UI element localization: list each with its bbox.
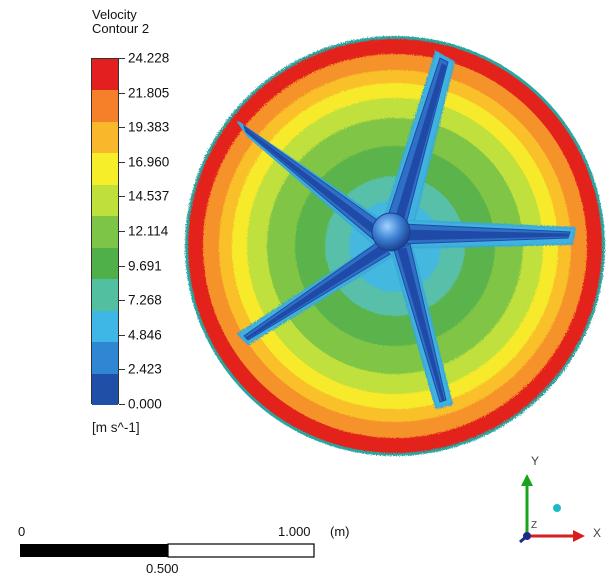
color-bar-tick-mark [119,300,125,302]
color-bar-band [92,184,118,217]
color-bar-band [92,153,118,186]
color-bar-tick-label: 16.960 [128,154,170,170]
color-bar-tick-label: 14.537 [128,188,170,204]
axis-z-line [519,534,528,544]
color-bar-tick-label: 2.423 [128,361,162,377]
color-bar-tick-label: 4.846 [128,327,162,343]
color-bar-band [92,310,118,343]
color-bar-band [92,247,118,280]
axis-z-label: Z [531,520,538,531]
color-bar-tick-label: 19.383 [128,119,170,135]
color-bar-tick-mark [119,265,125,267]
color-bar-tick-label: 21.805 [128,85,170,101]
color-bar-band [92,216,118,249]
color-bar-tick-mark [119,334,125,336]
color-bar-tick-label: 7.268 [128,292,162,308]
scale-end-label: 1.000 [278,524,311,539]
color-bar-tick-mark [119,161,125,163]
color-bar-tick-label: 12.114 [128,223,169,239]
axis-view-dot [553,504,561,512]
color-bar-band [92,121,118,154]
color-bar-tick-mark [119,404,125,405]
color-bar-tick-mark [119,58,125,59]
color-bar-tick-mark [119,369,125,371]
axis-y-label: Y [531,454,540,468]
color-bar [91,58,119,406]
axis-x-arrow [573,530,585,542]
axis-x-label: X [593,526,602,540]
color-bar-tick-label: 24.228 [128,50,170,66]
color-bar-tick-label: 9.691 [128,258,162,274]
rotor-blades [243,57,571,403]
axis-y-arrow [521,474,533,486]
blade-bottom-spine [397,247,445,401]
scale-unit-label: (m) [330,524,350,539]
scale-bar-right-segment [167,543,315,558]
rotor-hub [371,212,411,252]
color-bar-band [92,342,118,375]
color-bar-band [92,373,118,406]
color-bar-band [92,90,118,123]
scale-bar-left-segment [20,544,168,557]
color-bar-band [92,279,118,312]
color-bar-tick-mark [119,231,125,232]
axis-triad [519,474,585,544]
color-bar-tick-mark [119,92,125,94]
legend-title-line1: Velocity [92,7,137,22]
color-bar-tick-label: 0.000 [128,396,162,412]
legend-unit: [m s^-1] [92,420,140,435]
color-bar-tick-mark [119,127,125,129]
scale-start-label: 0 [18,524,26,539]
legend-title: Velocity Contour 2 [92,8,149,36]
color-bar-tick-mark [119,196,125,198]
color-bar-band [92,59,118,91]
scale-mid-label: 0.500 [146,561,179,576]
legend-title-line2: Contour 2 [92,21,150,36]
